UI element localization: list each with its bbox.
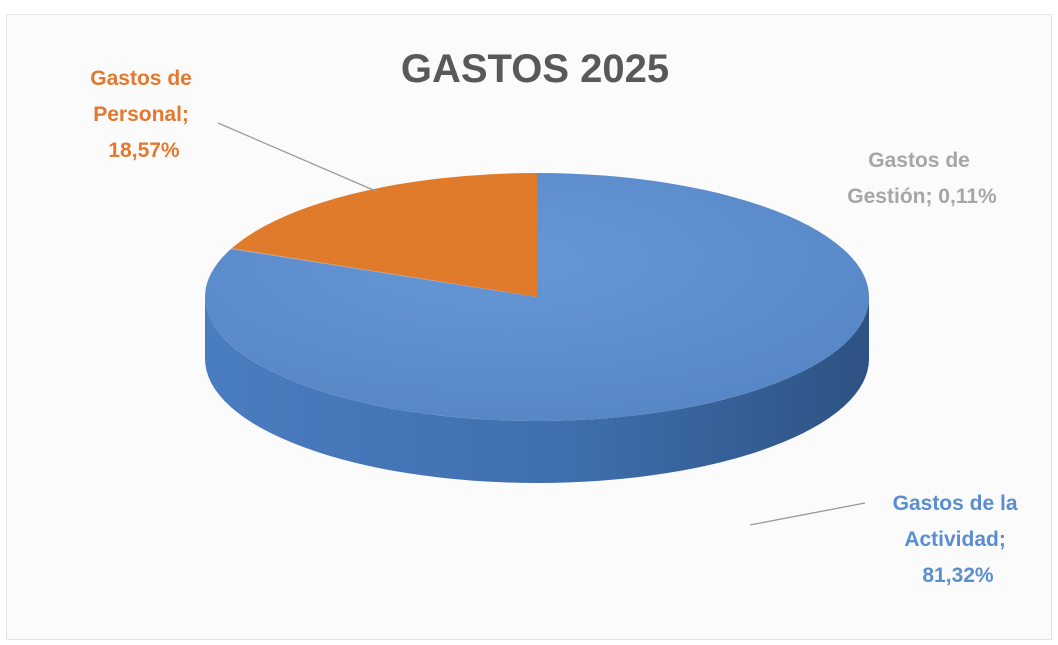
leader-line-personal (217, 122, 379, 193)
leader-lines (217, 122, 866, 526)
data-label-personal-line2: Personal; (93, 103, 189, 126)
data-label-activity-line1: Gastos de la (893, 492, 1018, 515)
leader-line-activity (749, 502, 866, 526)
data-label-personal-line3: 18,57% (108, 139, 180, 162)
chart-title: GASTOS 2025 (401, 47, 669, 91)
data-label-gestion-line1: Gastos de (868, 149, 970, 172)
data-label-activity-line2: Actividad; (904, 528, 1006, 551)
data-label-activity: Gastos de la Actividad; 81,32% (893, 492, 1024, 587)
pie-slice-gastos-de-la-actividad (205, 173, 869, 421)
data-label-personal-line1: Gastos de (90, 67, 192, 90)
data-label-gestion-line2: Gestión; 0,11% (847, 185, 997, 208)
pie-side-layer (205, 297, 869, 483)
pie-top-layer (205, 173, 869, 421)
pie-slice-gastos-de-personal (231, 173, 537, 297)
data-label-gestion: Gastos de Gestión; 0,11% (847, 149, 997, 208)
data-label-personal: Gastos de Personal; 18,57% (90, 67, 197, 162)
data-label-activity-line3: 81,32% (922, 564, 994, 587)
pie-side-wall (205, 297, 869, 483)
pie-slice-gastos-de-gesti-n (230, 248, 538, 297)
